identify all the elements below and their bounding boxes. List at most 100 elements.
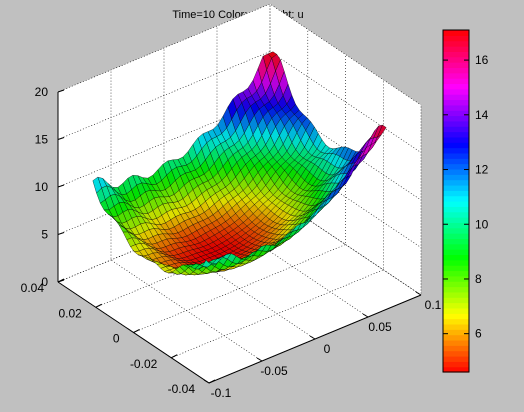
colorbar-tick-label: 14 bbox=[475, 108, 489, 122]
colorbar-band bbox=[443, 291, 469, 298]
surface-mesh bbox=[92, 51, 387, 276]
y-tick-mark bbox=[208, 379, 216, 384]
colorbar-band bbox=[443, 366, 469, 373]
colorbar-tick-label: 10 bbox=[475, 217, 489, 231]
colorbar-band bbox=[443, 297, 469, 304]
y-tick-label: -0.04 bbox=[168, 382, 196, 396]
colorbar: 6 8 10 12 14 16 bbox=[442, 29, 489, 373]
x-tick-mark bbox=[415, 291, 422, 296]
colorbar-band bbox=[443, 286, 469, 293]
y-tick-mark bbox=[133, 329, 140, 333]
surface-facet bbox=[202, 259, 212, 268]
colorbar-ticks: 6 8 10 12 14 16 bbox=[443, 53, 489, 341]
x-tick-mark bbox=[309, 335, 316, 340]
colorbar-band bbox=[443, 104, 469, 111]
z-tick-mark bbox=[57, 184, 65, 188]
z-tick-label: 5 bbox=[41, 228, 48, 242]
z-tick-mark bbox=[57, 232, 65, 235]
colorbar-band bbox=[443, 217, 469, 223]
colorbar-band bbox=[443, 238, 469, 245]
x-tick-mark bbox=[256, 357, 263, 362]
colorbar-band bbox=[443, 179, 469, 186]
colorbar-band bbox=[443, 163, 469, 170]
colorbar-band bbox=[443, 227, 469, 234]
grid-line-x bbox=[216, 26, 369, 318]
colorbar-band bbox=[443, 355, 469, 362]
colorbar-band bbox=[443, 131, 469, 138]
colorbar-band bbox=[443, 147, 469, 154]
y-tick-label: 0.02 bbox=[58, 306, 82, 320]
colorbar-band bbox=[443, 30, 469, 36]
colorbar-band bbox=[443, 270, 469, 277]
colorbar-band bbox=[443, 211, 469, 218]
x-tick-label: 0.1 bbox=[425, 298, 442, 312]
colorbar-band bbox=[443, 62, 469, 68]
colorbar-band bbox=[443, 158, 469, 165]
y-tick-label: 0.04 bbox=[21, 281, 45, 295]
colorbar-frame bbox=[442, 29, 470, 373]
z-tick-mark bbox=[57, 89, 65, 93]
colorbar-band bbox=[443, 115, 469, 122]
x-tick-label: -0.1 bbox=[211, 386, 232, 400]
x-tick-label: 0 bbox=[324, 342, 331, 356]
grid-line-x bbox=[163, 48, 316, 340]
colorbar-band bbox=[443, 174, 469, 181]
colorbar-band bbox=[443, 249, 469, 256]
colorbar-band bbox=[443, 56, 469, 63]
x-tick-label: 0.05 bbox=[368, 320, 392, 334]
colorbar-band bbox=[443, 329, 469, 336]
y-tick-label: 0 bbox=[113, 332, 120, 346]
colorbar-band bbox=[443, 334, 469, 341]
colorbar-band bbox=[443, 120, 469, 127]
z-tick-label: 0 bbox=[41, 275, 48, 289]
colorbar-band bbox=[443, 345, 469, 352]
colorbar-tick-label: 16 bbox=[475, 53, 489, 67]
colorbar-band bbox=[443, 126, 469, 133]
colorbar-band bbox=[443, 313, 469, 320]
y-tick-mark bbox=[171, 354, 178, 359]
y-tick-mark bbox=[95, 303, 102, 308]
colorbar-band bbox=[443, 206, 469, 213]
colorbar-band bbox=[443, 259, 469, 266]
colorbar-band bbox=[443, 152, 469, 159]
colorbar-band bbox=[443, 184, 469, 191]
colorbar-band bbox=[443, 265, 469, 272]
colorbar-band bbox=[443, 136, 469, 143]
z-tick-label: 15 bbox=[35, 133, 49, 147]
z-tick-mark bbox=[57, 137, 65, 140]
colorbar-band bbox=[443, 46, 469, 52]
colorbar-band bbox=[443, 88, 469, 95]
colorbar-band bbox=[443, 302, 469, 309]
grid-line-x bbox=[110, 70, 263, 362]
y-tick-mark bbox=[57, 278, 65, 283]
colorbar-band bbox=[443, 350, 469, 357]
x-tick-mark bbox=[203, 379, 210, 384]
colorbar-band bbox=[443, 281, 469, 288]
colorbar-band bbox=[443, 72, 469, 79]
colorbar-band bbox=[443, 254, 469, 261]
colorbar-band bbox=[443, 83, 469, 90]
colorbar-band bbox=[443, 222, 469, 229]
colorbar-band bbox=[443, 78, 469, 85]
colorbar-tick-label: 8 bbox=[475, 272, 482, 286]
colorbar-band bbox=[443, 51, 469, 58]
colorbar-band bbox=[443, 110, 469, 117]
colorbar-band bbox=[443, 201, 469, 207]
colorbar-band bbox=[443, 168, 469, 175]
colorbar-band bbox=[443, 243, 469, 250]
colorbar-band bbox=[443, 94, 469, 101]
colorbar-band bbox=[443, 323, 469, 330]
colorbar-band bbox=[443, 275, 469, 282]
z-tick-label: 20 bbox=[35, 85, 49, 99]
colorbar-band bbox=[443, 35, 469, 42]
x-tick-mark bbox=[362, 313, 369, 318]
colorbar-band bbox=[443, 361, 469, 368]
x-tick-label: -0.05 bbox=[260, 364, 288, 378]
axis-ticks: 0 5 10 15 20 -0.04 -0.02 0 0.02 0.04 -0.1 -0.05 0 0.0… bbox=[21, 85, 442, 400]
axes-3d: 0 5 10 15 20 -0.04 -0.02 0 0.02 0.04 -0.1 -0.05 0 0.0… bbox=[21, 3, 442, 400]
colorbar-band bbox=[443, 190, 469, 197]
colorbar-strip bbox=[443, 30, 469, 373]
colorbar-band bbox=[443, 339, 469, 346]
colorbar-band bbox=[443, 233, 469, 239]
